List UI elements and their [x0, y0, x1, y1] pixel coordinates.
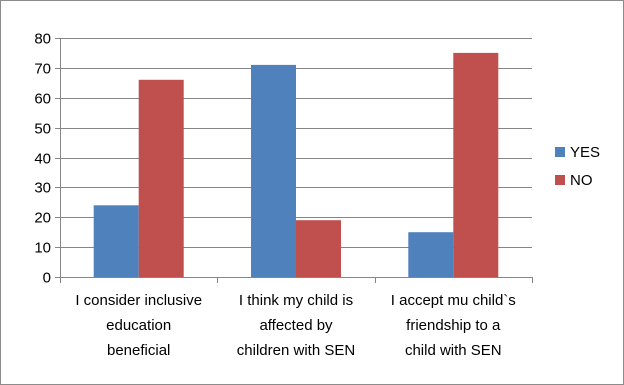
bars: [93, 52, 499, 278]
legend-swatch-no: [555, 175, 565, 185]
x-category-label: education: [106, 317, 171, 334]
y-tick-label: 20: [34, 210, 51, 227]
bar-yes-3: [408, 232, 454, 277]
y-tick-label: 50: [34, 121, 51, 138]
x-category-label: child with SEN: [405, 342, 502, 359]
y-tick-label: 30: [34, 180, 51, 197]
x-category-label: affected by: [259, 317, 333, 334]
x-category-label: children with SEN: [237, 342, 355, 359]
x-category-label: friendship to a: [406, 317, 501, 334]
y-tick-label: 70: [34, 61, 51, 78]
legend: YES NO: [555, 144, 600, 189]
x-axis: I consider inclusive education beneficial I…: [60, 277, 533, 359]
x-category-label: I accept mu child`s: [391, 292, 516, 309]
bar-yes-2: [251, 64, 296, 278]
bar-yes-1: [93, 205, 139, 277]
legend-label-yes: YES: [570, 144, 600, 161]
legend-label-no: NO: [570, 172, 593, 189]
bar-no-2: [296, 220, 341, 277]
y-tick-label: 10: [34, 240, 51, 257]
x-category-label: I think my child is: [239, 292, 353, 309]
bar-no-1: [138, 79, 184, 277]
x-category-label: I consider inclusive: [75, 292, 202, 309]
legend-swatch-yes: [555, 147, 565, 157]
y-axis: 0 10 20 30 40 50 60 70 80: [34, 31, 61, 287]
x-category-label: beneficial: [107, 342, 170, 359]
bar-no-3: [453, 52, 499, 278]
y-tick-label: 60: [34, 91, 51, 108]
y-tick-label: 40: [34, 151, 51, 168]
y-tick-label: 80: [34, 31, 51, 48]
y-tick-label: 0: [43, 270, 51, 287]
